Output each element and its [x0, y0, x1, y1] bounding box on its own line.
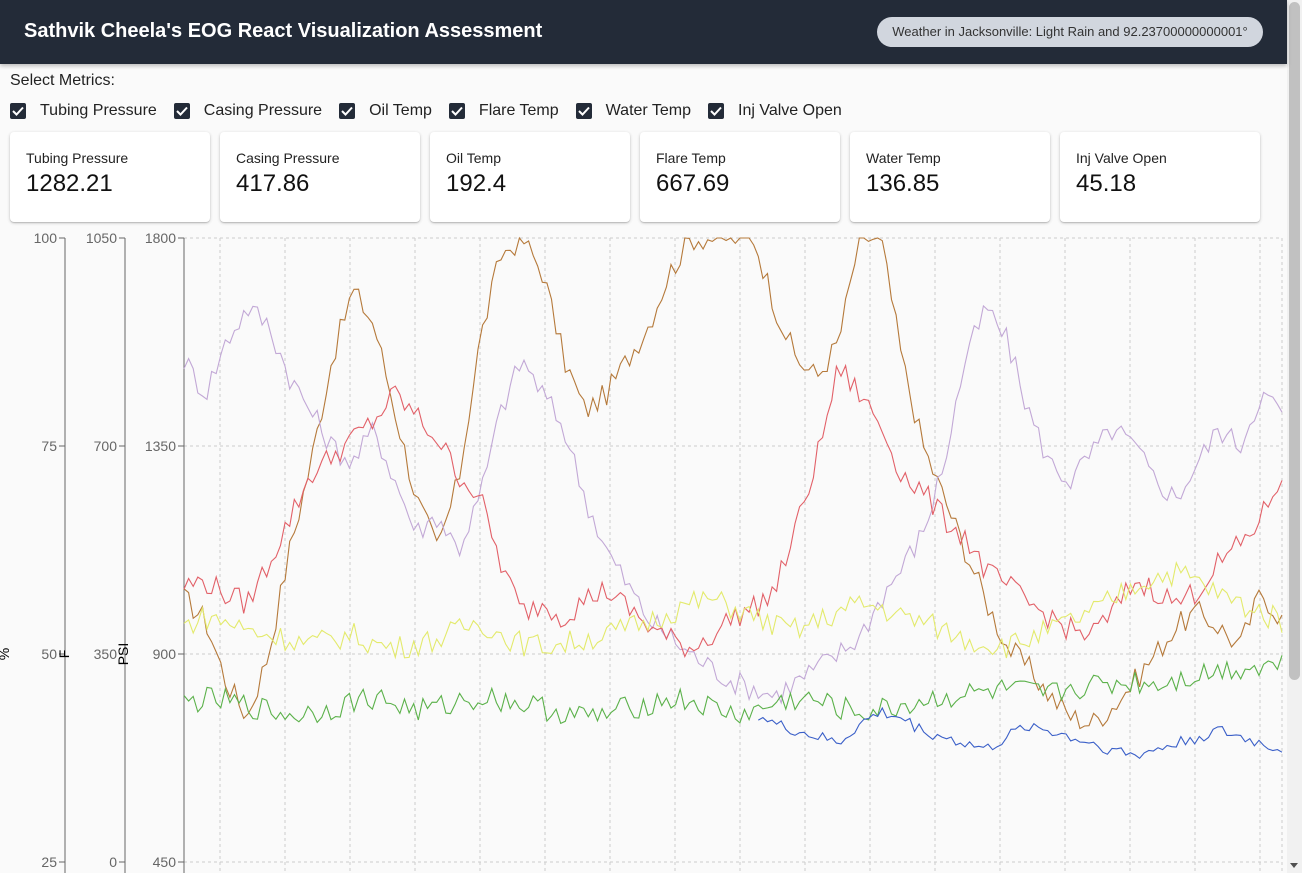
metric-checkbox-label: Inj Valve Open: [738, 102, 842, 119]
metric-checkbox-label: Water Temp: [605, 102, 692, 119]
metric-card-casing-pressure: Casing Pressure 417.86: [220, 132, 420, 222]
metric-checkbox-casing-pressure[interactable]: Casing Pressure: [173, 102, 323, 120]
y-axis-tick-label: 1350: [145, 438, 176, 454]
checkbox-checked-icon[interactable]: [708, 103, 725, 119]
checkbox-checked-icon[interactable]: [173, 103, 190, 119]
app-title: Sathvik Cheela's EOG React Visualization…: [24, 20, 543, 42]
metric-card-oil-temp: Oil Temp 192.4: [430, 132, 630, 222]
metric-card-value: 136.85: [866, 170, 940, 197]
app-bar: Sathvik Cheela's EOG React Visualization…: [0, 0, 1287, 64]
metric-card-name: Inj Valve Open: [1076, 150, 1167, 166]
metric-checkbox-inj-valve-open[interactable]: Inj Valve Open: [708, 102, 842, 120]
metric-card-flare-temp: Flare Temp 667.69: [640, 132, 840, 222]
scrollbar[interactable]: [1287, 0, 1302, 873]
scrollbar-thumb[interactable]: [1289, 2, 1300, 680]
metric-card-value: 417.86: [236, 170, 310, 197]
y-axis-title: %: [0, 648, 12, 660]
metric-checkbox-oil-temp[interactable]: Oil Temp: [339, 102, 432, 120]
series-line-inj-valve-open: [758, 706, 1283, 760]
select-metrics-label: Select Metrics:: [10, 72, 115, 89]
checkbox-checked-icon[interactable]: [10, 103, 26, 119]
y-axis-title: F: [56, 650, 72, 659]
metric-checkbox-label: Casing Pressure: [203, 102, 323, 119]
y-axis-tick-label: 350: [94, 646, 118, 662]
metric-card-name: Tubing Pressure: [26, 150, 129, 166]
series-line-flare-temp: [183, 561, 1283, 660]
checkbox-checked-icon[interactable]: [575, 103, 592, 119]
y-axis-tick-label: 100: [34, 230, 58, 246]
metric-card-name: Flare Temp: [656, 150, 726, 166]
series-line-tubing-pressure: [183, 236, 1283, 730]
y-axis-tick-label: 900: [153, 646, 177, 662]
series-line-oil-temp: [183, 363, 1283, 659]
metric-checkbox-label: Tubing Pressure: [40, 102, 157, 119]
metric-card-value: 667.69: [656, 170, 730, 197]
metric-card-name: Oil Temp: [446, 150, 501, 166]
weather-chip[interactable]: Weather in Jacksonville: Light Rain and …: [877, 17, 1263, 47]
metric-checkbox-water-temp[interactable]: Water Temp: [575, 102, 692, 120]
scroll-down-arrow-icon[interactable]: [1290, 863, 1298, 868]
y-axis-tick-label: 1800: [145, 230, 176, 246]
y-axis-tick-label: 0: [109, 854, 117, 870]
y-axis-tick-label: 450: [153, 854, 177, 870]
metric-checkbox-flare-temp[interactable]: Flare Temp: [448, 102, 559, 120]
checkbox-checked-icon[interactable]: [448, 103, 465, 119]
metric-selector: Tubing Pressure Casing Pressure Oil Temp…: [10, 98, 859, 124]
y-axis-title: PSI: [115, 643, 131, 666]
metric-checkbox-label: Oil Temp: [369, 102, 432, 119]
y-axis-tick-label: 25: [41, 854, 57, 870]
metric-card-inj-valve-open: Inj Valve Open 45.18: [1060, 132, 1260, 222]
metric-card-value: 1282.21: [26, 170, 113, 197]
y-axis-tick-label: 1050: [86, 230, 117, 246]
metric-card-value: 192.4: [446, 170, 507, 197]
metric-card-water-temp: Water Temp 136.85: [850, 132, 1050, 222]
series-line-water-temp: [183, 655, 1283, 725]
y-axis-tick-label: 50: [41, 646, 57, 662]
metrics-line-chart: 100 75 50 25% 1050 700 350 0 F 1800 1350 900 450 PSI: [0, 230, 1283, 873]
metric-card-value: 45.18: [1076, 170, 1137, 197]
y-axis-tick-label: 700: [94, 438, 118, 454]
series-line-casing-pressure: [183, 304, 1283, 705]
metric-card-name: Water Temp: [866, 150, 941, 166]
y-axis-tick-label: 75: [41, 438, 57, 454]
checkbox-checked-icon[interactable]: [339, 103, 356, 119]
metric-checkbox-tubing-pressure[interactable]: Tubing Pressure: [10, 102, 157, 120]
metric-card-tubing-pressure: Tubing Pressure 1282.21: [10, 132, 210, 222]
metric-checkbox-label: Flare Temp: [478, 102, 559, 119]
metric-card-name: Casing Pressure: [236, 150, 340, 166]
